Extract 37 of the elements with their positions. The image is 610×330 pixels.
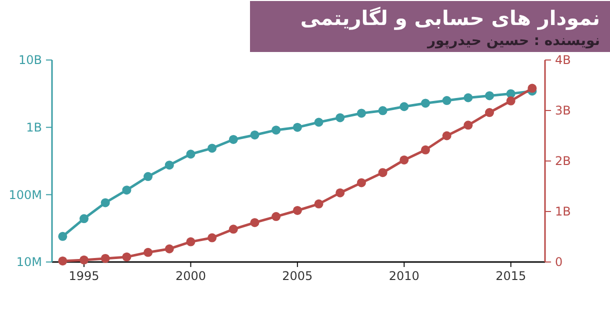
point [336, 113, 345, 122]
y2-tick-label: 3B [555, 104, 571, 118]
point [464, 93, 473, 102]
x-tick-label: 1995 [68, 269, 100, 283]
y2-tick-label: 2B [555, 154, 571, 168]
point [208, 144, 217, 153]
point [100, 198, 110, 208]
y2-tick-label: 4B [555, 53, 571, 68]
x-tick-label: 2000 [175, 269, 206, 283]
y2-tick-label: 0 [555, 255, 563, 270]
point [122, 186, 132, 195]
y-tick-label: 10B [18, 53, 42, 68]
point [164, 160, 174, 170]
point [228, 134, 238, 144]
point [420, 98, 430, 108]
y-tick-label: 1B [26, 120, 42, 135]
x-tick-label: 2005 [282, 269, 313, 283]
point [442, 96, 452, 106]
x-tick-label: 2010 [388, 269, 420, 283]
y-tick-label: 100M [8, 188, 42, 202]
point [378, 106, 388, 116]
point [272, 126, 281, 135]
point [400, 102, 409, 112]
point [356, 108, 366, 118]
point [314, 118, 324, 127]
chart-subtitle: نویسنده : حسین حیدرپور [426, 33, 600, 49]
point [80, 214, 89, 224]
point [250, 130, 260, 140]
point [144, 172, 153, 182]
point [58, 232, 68, 241]
y2-tick-label: 1B [555, 204, 571, 219]
point [186, 150, 196, 159]
chart-title: نمودار های حسابی و لگاریتمی [300, 6, 600, 30]
point [485, 91, 494, 100]
y-tick-label: 10M [16, 255, 42, 270]
point [292, 122, 302, 132]
x-tick-label: 2015 [496, 269, 526, 283]
